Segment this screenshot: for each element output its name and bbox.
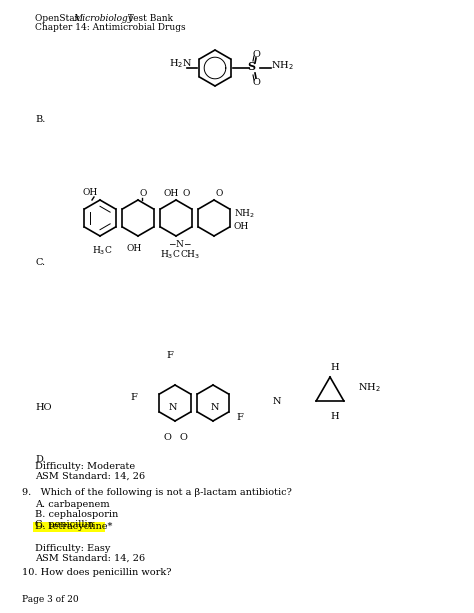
Text: OH: OH xyxy=(234,221,249,230)
Text: Chapter 14: Antimicrobial Drugs: Chapter 14: Antimicrobial Drugs xyxy=(35,23,186,32)
Text: O: O xyxy=(182,189,190,198)
Text: OH: OH xyxy=(164,189,179,198)
Text: OH: OH xyxy=(82,188,98,197)
Text: B. cephalosporin: B. cephalosporin xyxy=(35,510,118,519)
Text: HO: HO xyxy=(35,403,52,413)
Text: H$_2$N: H$_2$N xyxy=(169,58,192,70)
Text: F: F xyxy=(166,351,173,360)
Text: H: H xyxy=(331,363,339,372)
Text: Microbiology: Microbiology xyxy=(73,14,133,23)
Text: O: O xyxy=(252,77,260,86)
Text: OpenStax: OpenStax xyxy=(35,14,82,23)
Text: Difficulty: Moderate: Difficulty: Moderate xyxy=(35,462,135,471)
Text: D. tetracycline*: D. tetracycline* xyxy=(35,522,112,531)
Text: 9.   Which of the following is not a β-lactam antibiotic?: 9. Which of the following is not a β-lac… xyxy=(22,488,292,497)
Text: OH: OH xyxy=(127,244,142,253)
Text: $-$N$-$: $-$N$-$ xyxy=(168,238,192,249)
Text: C. penicillin: C. penicillin xyxy=(35,520,94,529)
Text: O: O xyxy=(215,189,223,198)
Text: NH$_2$: NH$_2$ xyxy=(271,59,294,72)
FancyBboxPatch shape xyxy=(33,522,105,532)
Text: H$_3$C: H$_3$C xyxy=(160,248,180,261)
Text: F: F xyxy=(130,394,137,403)
Text: H$_3$C: H$_3$C xyxy=(91,244,112,256)
Text: A. carbapenem: A. carbapenem xyxy=(35,500,109,509)
Text: Page 3 of 20: Page 3 of 20 xyxy=(22,595,79,604)
Text: Test Bank: Test Bank xyxy=(125,14,173,23)
Text: CH$_3$: CH$_3$ xyxy=(180,248,200,261)
Text: O: O xyxy=(252,50,260,58)
Text: S: S xyxy=(247,61,255,72)
Text: B.: B. xyxy=(35,115,46,124)
Text: ASM Standard: 14, 26: ASM Standard: 14, 26 xyxy=(35,472,145,481)
Text: C.: C. xyxy=(35,258,45,267)
Text: N: N xyxy=(272,397,281,406)
Text: H: H xyxy=(331,412,339,421)
Text: O: O xyxy=(163,433,171,442)
Text: 10. How does penicillin work?: 10. How does penicillin work? xyxy=(22,568,172,577)
Text: N: N xyxy=(169,403,177,411)
Text: D.: D. xyxy=(35,455,46,464)
Text: O: O xyxy=(139,189,146,198)
Text: F: F xyxy=(236,414,243,422)
Text: NH$_2$: NH$_2$ xyxy=(358,382,381,394)
Text: NH$_2$: NH$_2$ xyxy=(234,208,255,220)
Text: N: N xyxy=(211,403,219,411)
Text: ASM Standard: 14, 26: ASM Standard: 14, 26 xyxy=(35,554,145,563)
Text: O: O xyxy=(179,433,187,442)
Text: Difficulty: Easy: Difficulty: Easy xyxy=(35,544,110,553)
